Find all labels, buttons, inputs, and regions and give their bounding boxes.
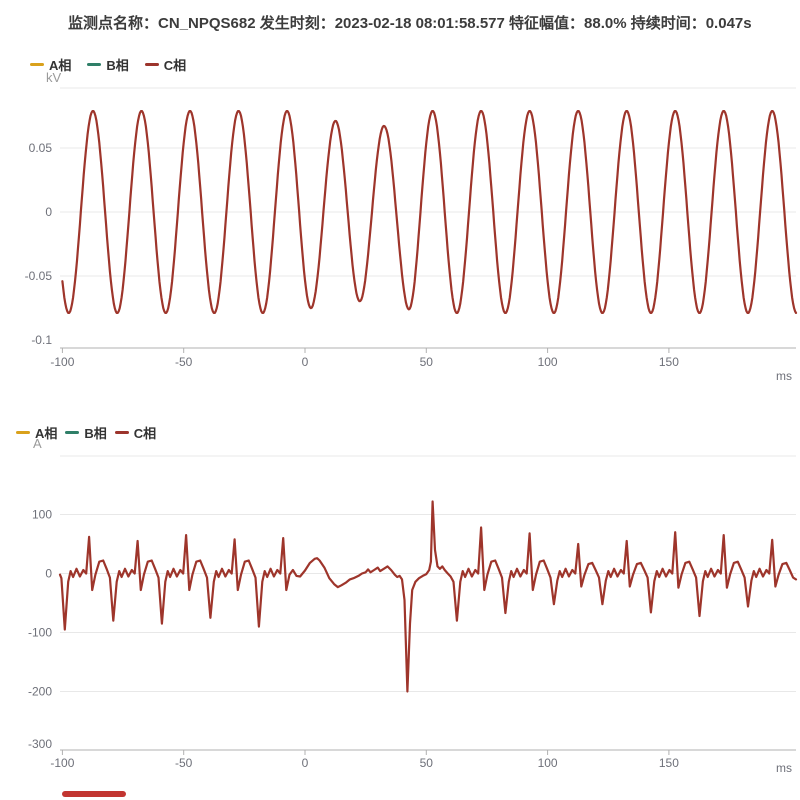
x-tick-label: -100 xyxy=(50,355,74,369)
scrollbar-thumb[interactable] xyxy=(62,791,126,797)
y-tick-label: -300 xyxy=(28,737,52,751)
phase-c-label: C相 xyxy=(163,58,187,73)
y-tick-label: -100 xyxy=(28,626,52,640)
y-tick-label: 0 xyxy=(45,567,52,581)
x-tick-label: 0 xyxy=(302,756,309,770)
x-tick-label: 50 xyxy=(420,355,434,369)
phase-c-color-dash xyxy=(144,63,159,66)
x-tick-label: 50 xyxy=(420,756,434,770)
legend-item-phase-a[interactable]: A相 xyxy=(30,55,71,74)
x-tick-label: -100 xyxy=(50,756,74,770)
legend-item-phase-c[interactable]: C相 xyxy=(144,55,187,74)
legend-item-phase-b[interactable]: B相 xyxy=(65,423,107,442)
chart-current-waveform: -100 -50 0 50 100 150 ms 100 0 -100 -200 -300 xyxy=(28,455,798,775)
legend-item-phase-a[interactable]: A相 xyxy=(16,423,57,442)
x-tick-label: 150 xyxy=(659,355,679,369)
series-line-phase-c xyxy=(58,500,798,693)
legend-voltage-chart: A相 B相 C相 xyxy=(30,55,186,74)
phase-a-label: A相 xyxy=(49,58,72,73)
phase-b-label: B相 xyxy=(106,58,129,73)
y-axis-unit-a: A xyxy=(33,436,42,451)
legend-current-chart: A相 B相 C相 xyxy=(16,423,156,442)
x-tick-label: 150 xyxy=(659,756,679,770)
legend-item-phase-c[interactable]: C相 xyxy=(114,423,157,442)
y-tick-label: -200 xyxy=(28,685,52,699)
x-tick-label: 100 xyxy=(538,756,558,770)
x-axis-unit-label: ms xyxy=(776,761,792,775)
chart-voltage-waveform: -100 -50 0 50 100 150 ms 0.05 0 -0.05 -0.1 xyxy=(25,87,798,383)
phase-a-label: A相 xyxy=(35,426,58,441)
y-axis-unit-kv: kV xyxy=(46,70,62,85)
page-title: 监测点名称：CN_NPQS682 发生时刻：2023-02-18 08:01:5… xyxy=(68,15,752,32)
phase-c-color-dash xyxy=(114,431,129,434)
phase-a-color-dash xyxy=(16,431,30,434)
series-line-phase-c xyxy=(61,110,798,314)
x-tick-label: -50 xyxy=(175,756,193,770)
y-tick-label: -0.1 xyxy=(31,333,52,347)
legend-item-phase-b[interactable]: B相 xyxy=(87,55,129,74)
y-tick-label: 100 xyxy=(32,508,52,522)
phase-a-color-dash xyxy=(30,63,44,66)
y-tick-label: 0 xyxy=(45,205,52,219)
phase-b-color-dash xyxy=(87,63,102,66)
phase-b-label: B相 xyxy=(84,426,107,441)
y-tick-label: -0.05 xyxy=(25,269,53,283)
x-tick-label: 100 xyxy=(538,355,558,369)
x-tick-label: 0 xyxy=(302,355,309,369)
phase-b-color-dash xyxy=(65,431,80,434)
y-tick-label: 0.05 xyxy=(29,141,53,155)
phase-c-label: C相 xyxy=(133,426,157,441)
x-axis-unit-label: ms xyxy=(776,369,792,383)
x-tick-label: -50 xyxy=(175,355,193,369)
